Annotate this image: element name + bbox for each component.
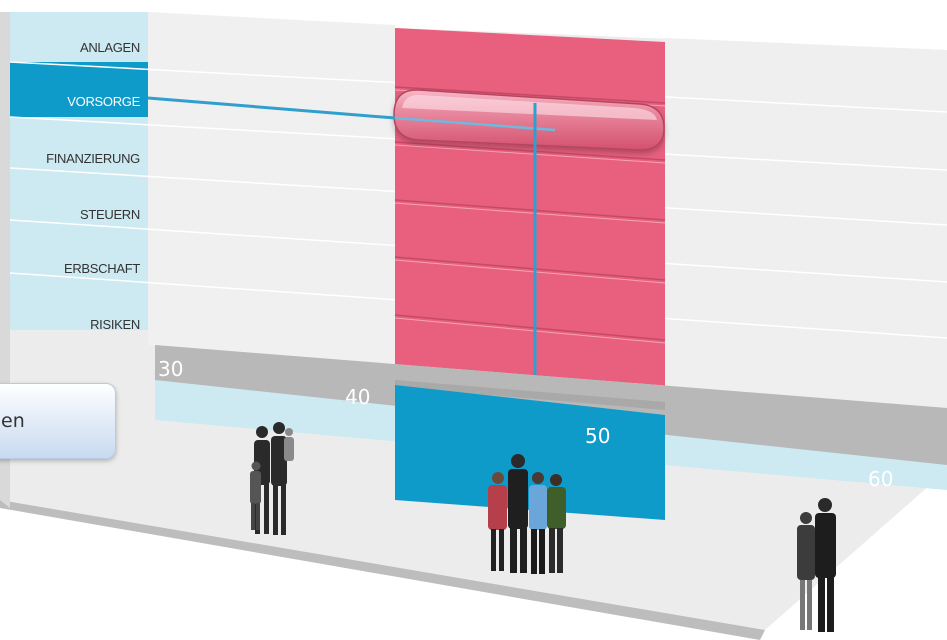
active-column <box>394 28 666 415</box>
category-labels: ANLAGEN VORSORGE FINANZIERUNG STEUERN ER… <box>46 40 141 332</box>
age-label: 50 <box>585 424 610 448</box>
info-button[interactable]: en <box>0 383 116 459</box>
crosshair <box>147 96 556 398</box>
category-label-anlagen[interactable]: ANLAGEN <box>80 40 140 55</box>
age-timeline <box>155 345 947 520</box>
category-label-erbschaft[interactable]: ERBSCHAFT <box>64 261 141 276</box>
category-label-finanzierung[interactable]: FINANZIERUNG <box>46 151 140 166</box>
category-highlight <box>10 62 148 117</box>
couple-icon <box>797 498 836 632</box>
age-label: 30 <box>158 357 183 381</box>
category-label-vorsorge[interactable]: VORSORGE <box>67 94 141 109</box>
age-label: 60 <box>868 467 893 491</box>
age-labels: 30 40 50 60 <box>158 357 893 491</box>
category-column <box>10 12 148 330</box>
family-group-icon <box>488 454 566 574</box>
family-silhouette-icon <box>250 422 294 535</box>
category-label-risiken[interactable]: RISIKEN <box>90 317 140 332</box>
selected-cell-pill[interactable] <box>393 89 665 151</box>
info-button-label: en <box>1 410 25 432</box>
age-label: 40 <box>345 385 370 409</box>
category-label-steuern[interactable]: STEUERN <box>80 207 140 222</box>
